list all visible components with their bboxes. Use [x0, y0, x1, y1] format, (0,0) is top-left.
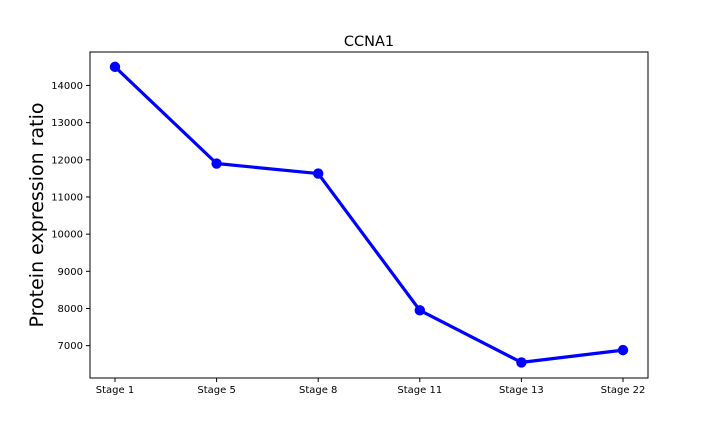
plot-area-frame	[89, 51, 649, 379]
y-tick-label: 14000	[51, 81, 83, 92]
data-point	[313, 168, 324, 179]
y-tick-label: 10000	[51, 230, 83, 241]
x-axis-ticks: Stage 1 Stage 5 Stage 8 Stage 11 Stage 13 Sta…	[96, 378, 646, 396]
x-tick-label: Stage 8	[299, 385, 337, 396]
y-tick-label: 7000	[58, 341, 83, 352]
y-tick-label: 13000	[51, 118, 83, 129]
y-tick-label: 9000	[58, 267, 83, 278]
data-point	[516, 357, 527, 368]
x-tick-label: Stage 11	[397, 385, 442, 396]
chart-title: CCNA1	[344, 34, 394, 50]
y-axis-ticks: 7000 8000 9000 10000 11000 12000 13000 14000	[51, 81, 90, 352]
x-tick-label: Stage 22	[601, 385, 646, 396]
y-tick-label: 12000	[51, 155, 83, 166]
data-point	[414, 305, 425, 316]
data-point	[617, 344, 629, 356]
y-tick-label: 8000	[58, 304, 83, 315]
x-tick-label: Stage 1	[96, 385, 134, 396]
x-tick-label: Stage 13	[499, 385, 544, 396]
y-tick-label: 11000	[51, 192, 83, 203]
series-layer	[109, 61, 629, 368]
x-tick-label: Stage 5	[197, 385, 235, 396]
y-axis-label: Protein expression ratio	[26, 103, 48, 328]
data-point	[109, 61, 121, 73]
data-point	[211, 158, 222, 169]
series-line	[113, 65, 625, 364]
